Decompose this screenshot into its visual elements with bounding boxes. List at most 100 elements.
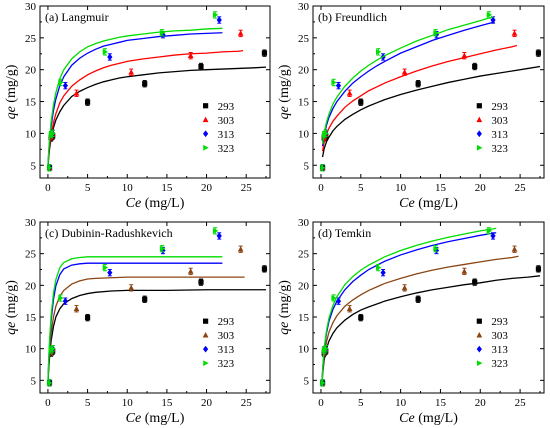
data-point-323 <box>50 130 56 137</box>
data-point-303 <box>511 30 518 36</box>
data-point-323 <box>323 130 329 137</box>
series-313 <box>46 232 223 387</box>
data-point-313 <box>490 16 496 24</box>
y-tick-label: 20 <box>298 280 310 292</box>
x-axis-label-symbol: Ce <box>126 196 142 211</box>
legend-entry-313: 313 <box>476 129 508 141</box>
y-tick-label: 30 <box>25 1 37 13</box>
data-point-293 <box>142 296 148 302</box>
plot-frame <box>312 221 545 394</box>
data-point-293 <box>535 50 542 56</box>
series-293 <box>319 265 542 387</box>
data-point-303 <box>187 52 194 59</box>
y-tick-label: 5 <box>31 375 37 387</box>
y-tick-label: 20 <box>25 280 37 292</box>
y-tick-label: 10 <box>25 344 37 356</box>
x-axis-label: Ce (mg/L) <box>399 196 458 211</box>
legend-marker <box>476 332 483 338</box>
data-point-303 <box>73 305 80 312</box>
data-point-313 <box>216 232 222 240</box>
legend-entry-313: 313 <box>476 344 508 356</box>
x-axis-label-unit: (mg/L) <box>141 411 184 426</box>
x-axis-label-symbol: Ce <box>126 411 142 426</box>
legend-label: 293 <box>491 101 508 113</box>
data-point-293 <box>358 99 364 105</box>
series-303 <box>319 29 518 172</box>
y-tick-label: 5 <box>304 375 310 387</box>
y-tick-label: 25 <box>298 249 310 261</box>
data-point-293 <box>472 279 478 285</box>
y-axis-label-unit: (mg/g) <box>4 280 19 322</box>
series-323 <box>47 227 223 387</box>
series-313 <box>46 16 223 172</box>
data-point-323 <box>212 228 219 234</box>
x-axis-label-unit: (mg/L) <box>415 411 458 426</box>
fit-curve-313 <box>47 262 223 383</box>
legend-entry-323: 323 <box>203 358 235 370</box>
legend-label: 323 <box>218 143 235 155</box>
panel-title: (d) Temkin <box>318 226 371 240</box>
series-293 <box>319 49 542 172</box>
data-point-293 <box>261 50 268 56</box>
legend-label: 303 <box>491 330 508 342</box>
data-point-293 <box>472 63 478 70</box>
y-tick-label: 10 <box>298 128 310 140</box>
data-point-313 <box>490 232 496 240</box>
x-tick-label: 10 <box>122 397 134 409</box>
x-tick-label: 0 <box>318 182 324 194</box>
data-point-323 <box>486 228 493 234</box>
y-axis-label-symbol: qe <box>277 322 292 335</box>
legend-marker <box>203 103 209 109</box>
y-tick-label: 5 <box>304 160 310 172</box>
y-axis-label-unit: (mg/g) <box>4 64 19 106</box>
panel-title: (c) Dubinin-Radushkevich <box>45 226 173 240</box>
y-tick-label: 25 <box>25 33 37 45</box>
fit-curve-303 <box>47 49 244 167</box>
panel-title: (a) Langmuir <box>45 10 109 24</box>
x-tick-label: 25 <box>241 397 253 409</box>
x-axis-label: Ce (mg/L) <box>399 411 458 426</box>
x-tick-label: 10 <box>122 182 134 194</box>
fit-curve-323 <box>321 227 497 383</box>
data-point-313 <box>335 82 342 90</box>
x-tick-label: 15 <box>435 182 447 194</box>
data-point-323 <box>433 29 439 36</box>
legend-label: 323 <box>491 143 508 155</box>
legend-entry-323: 323 <box>476 143 508 155</box>
plot-frame <box>39 5 271 179</box>
data-point-293 <box>84 315 91 321</box>
data-point-323 <box>375 264 382 271</box>
legend-entry-323: 323 <box>476 358 508 370</box>
data-point-323 <box>331 79 337 86</box>
data-point-323 <box>320 380 326 386</box>
data-point-313 <box>107 269 113 277</box>
x-tick-label: 20 <box>201 397 213 409</box>
legend-entry-313: 313 <box>203 344 235 356</box>
fit-curve-303 <box>321 44 518 152</box>
legend-marker <box>203 360 209 367</box>
fit-curve-323 <box>321 16 494 145</box>
data-point-303 <box>461 268 468 274</box>
fit-curve-303 <box>47 276 245 383</box>
fit-curve-323 <box>47 256 223 383</box>
data-point-293 <box>84 99 91 105</box>
y-tick-label: 15 <box>25 97 37 109</box>
data-point-323 <box>102 264 109 271</box>
fit-curve-293 <box>321 275 541 383</box>
legend-label: 303 <box>218 115 235 127</box>
data-point-323 <box>159 29 166 36</box>
x-tick-label: 0 <box>318 397 324 409</box>
y-axis-label-unit: (mg/g) <box>277 280 292 322</box>
legend-label: 303 <box>218 330 235 342</box>
legend-label: 303 <box>491 115 508 127</box>
data-point-313 <box>380 269 386 277</box>
legend-marker <box>203 144 209 151</box>
y-axis-label-unit: (mg/g) <box>277 64 292 106</box>
x-tick-label: 5 <box>358 397 364 409</box>
x-tick-label: 15 <box>161 182 173 194</box>
y-axis-label-symbol: qe <box>4 106 19 119</box>
fit-curve-323 <box>47 27 223 167</box>
